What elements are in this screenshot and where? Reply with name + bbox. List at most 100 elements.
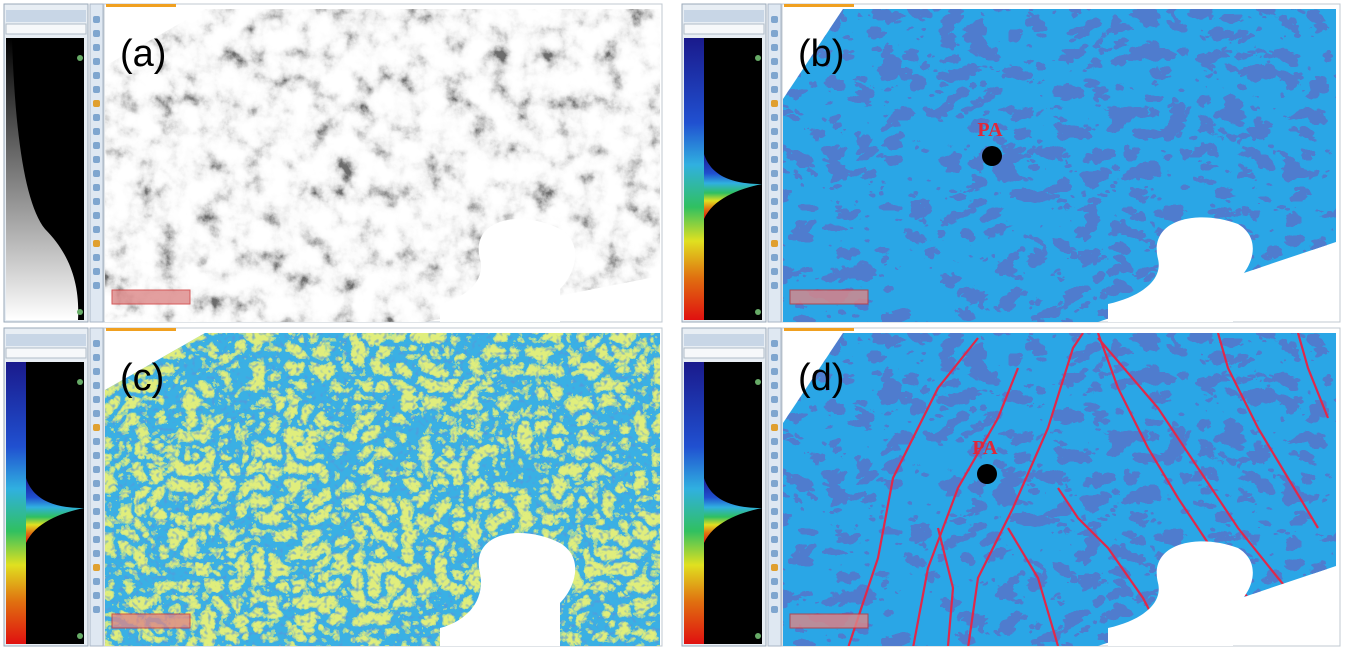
toolbar-icon bbox=[771, 114, 778, 121]
toolbar-icon bbox=[771, 382, 778, 389]
toolbar-icon bbox=[771, 212, 778, 219]
toolbar-icon bbox=[93, 536, 100, 543]
colorbar-button bbox=[755, 633, 761, 639]
toolbar-icon bbox=[93, 240, 100, 247]
color-scale bbox=[6, 362, 26, 644]
toolbar-icon bbox=[93, 494, 100, 501]
color-scale bbox=[684, 38, 704, 320]
map-texture bbox=[105, 333, 660, 646]
toolbar-icon bbox=[93, 100, 100, 107]
colorbar-button bbox=[77, 55, 83, 61]
map-tab bbox=[784, 328, 854, 331]
colorbar-header bbox=[684, 10, 764, 22]
toolbar-icon bbox=[93, 578, 100, 585]
scale-label bbox=[790, 290, 868, 304]
toolbar-icon bbox=[771, 282, 778, 289]
toolbar-icon bbox=[93, 212, 100, 219]
toolbar-icon bbox=[93, 382, 100, 389]
toolbar-icon bbox=[93, 86, 100, 93]
toolbar-icon bbox=[93, 354, 100, 361]
toolbar-icon bbox=[93, 522, 100, 529]
toolbar-icon bbox=[93, 114, 100, 121]
toolbar-icon bbox=[771, 592, 778, 599]
well-label: PA bbox=[972, 437, 998, 459]
scale-label bbox=[790, 614, 868, 628]
toolbar-icon bbox=[771, 16, 778, 23]
colorbar-button bbox=[755, 379, 761, 385]
toolbar-icon bbox=[771, 142, 778, 149]
toolbar-icon bbox=[93, 58, 100, 65]
toolbar-icon bbox=[93, 452, 100, 459]
colorbar-header bbox=[6, 24, 86, 34]
toolbar-icon bbox=[93, 282, 100, 289]
toolbar-icon bbox=[771, 30, 778, 37]
toolbar-icon bbox=[771, 578, 778, 585]
panel: (b) PA bbox=[682, 4, 1340, 322]
toolbar-icon bbox=[771, 184, 778, 191]
toolbar-icon bbox=[771, 438, 778, 445]
scale-label bbox=[112, 614, 190, 628]
toolbar-icon bbox=[93, 226, 100, 233]
toolbar-icon bbox=[93, 480, 100, 487]
toolbar-icon bbox=[93, 142, 100, 149]
map-tab bbox=[784, 4, 854, 7]
colorbar-header bbox=[6, 348, 86, 358]
toolbar-icon bbox=[93, 592, 100, 599]
colorbar-header bbox=[684, 24, 764, 34]
panel-label: (a) bbox=[120, 33, 166, 75]
toolbar-icon bbox=[771, 536, 778, 543]
toolbar-icon bbox=[93, 198, 100, 205]
toolbar-icon bbox=[771, 128, 778, 135]
toolbar-icon bbox=[771, 368, 778, 375]
toolbar-icon bbox=[771, 72, 778, 79]
colorbar-header bbox=[684, 348, 764, 358]
toolbar-icon bbox=[771, 100, 778, 107]
colorbar-header bbox=[6, 10, 86, 22]
toolbar-icon bbox=[93, 438, 100, 445]
toolbar-icon bbox=[93, 424, 100, 431]
toolbar-icon bbox=[771, 466, 778, 473]
toolbar-icon bbox=[93, 508, 100, 515]
toolbar-icon bbox=[93, 156, 100, 163]
colorbar-button bbox=[755, 55, 761, 61]
toolbar-icon bbox=[771, 340, 778, 347]
toolbar-icon bbox=[93, 410, 100, 417]
well-marker bbox=[977, 464, 997, 484]
panel: (a) bbox=[4, 4, 662, 322]
toolbar-icon bbox=[771, 44, 778, 51]
map bbox=[105, 333, 660, 646]
colorbar-header bbox=[684, 334, 764, 346]
toolbar-icon bbox=[771, 354, 778, 361]
panel-label: (c) bbox=[120, 357, 164, 399]
panel: (d) PA bbox=[682, 328, 1340, 648]
toolbar-icon bbox=[771, 254, 778, 261]
toolbar-icon bbox=[93, 564, 100, 571]
toolbar-icon bbox=[771, 226, 778, 233]
toolbar-icon bbox=[771, 508, 778, 515]
toolbar-icon bbox=[771, 198, 778, 205]
colorbar-header bbox=[6, 334, 86, 346]
toolbar-icon bbox=[93, 550, 100, 557]
panel-label: (d) bbox=[798, 357, 844, 399]
toolbar-icon bbox=[771, 424, 778, 431]
toolbar-icon bbox=[93, 368, 100, 375]
colorbar-button bbox=[77, 309, 83, 315]
panel: (c) bbox=[4, 328, 662, 646]
toolbar-icon bbox=[93, 170, 100, 177]
figure: (a) (b) PA (c) (d) PA bbox=[0, 0, 1347, 651]
toolbar-icon bbox=[771, 170, 778, 177]
toolbar-icon bbox=[93, 16, 100, 23]
color-scale bbox=[684, 362, 704, 644]
toolbar-icon bbox=[93, 396, 100, 403]
map-texture bbox=[105, 9, 660, 322]
panel-label: (b) bbox=[798, 33, 844, 75]
toolbar-icon bbox=[771, 240, 778, 247]
toolbar-icon bbox=[771, 268, 778, 275]
map bbox=[105, 9, 660, 322]
colorbar-button bbox=[755, 309, 761, 315]
well-label: PA bbox=[977, 119, 1003, 141]
toolbar-icon bbox=[93, 268, 100, 275]
toolbar-icon bbox=[93, 44, 100, 51]
toolbar-icon bbox=[771, 550, 778, 557]
well-marker bbox=[982, 146, 1002, 166]
